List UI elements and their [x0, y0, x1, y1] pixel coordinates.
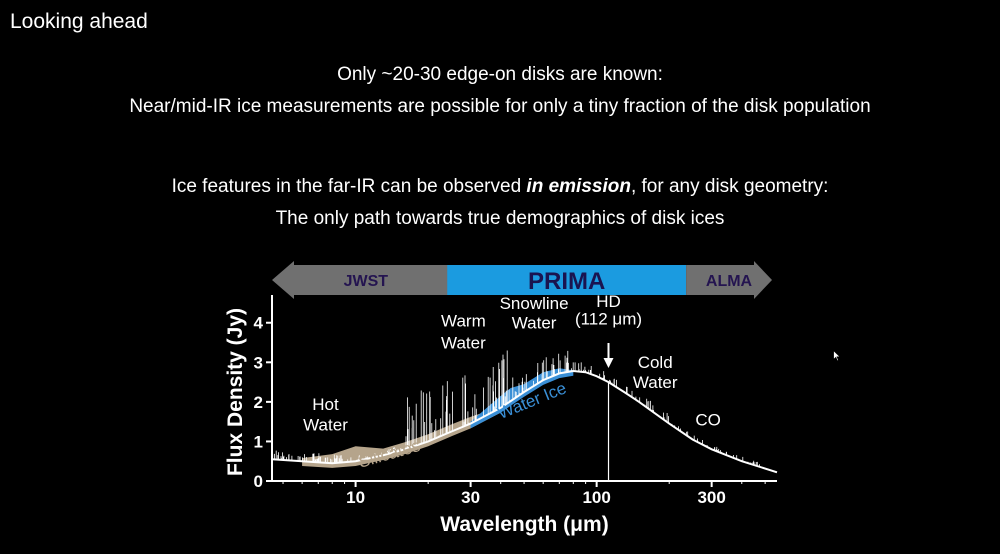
range-bar-label: ALMA — [706, 273, 753, 290]
y-tick-label: 3 — [254, 353, 263, 372]
range-bar-label: JWST — [344, 273, 389, 290]
feature-band-0 — [302, 406, 501, 468]
chart-annotation: Water — [633, 373, 678, 392]
x-tick-label: 30 — [461, 488, 480, 507]
chart-annotation: Cold — [638, 353, 673, 372]
x-tick-label: 100 — [582, 488, 610, 507]
range-bar-prima — [447, 265, 687, 295]
x-axis-label: Wavelength (μm) — [440, 513, 608, 536]
y-tick-label: 4 — [254, 314, 264, 333]
y-tick-label: 0 — [254, 472, 263, 491]
text-line-4: The only path towards true demographics … — [275, 208, 725, 229]
chart-annotation: Hot — [312, 395, 339, 414]
emphasis-text: in emission — [526, 176, 631, 197]
mouse-pointer-icon — [833, 349, 842, 367]
slide-title: Looking ahead — [10, 10, 148, 33]
range-bar-jwst — [272, 261, 460, 299]
text-line-3: Ice features in the far-IR can be observ… — [0, 176, 1000, 198]
y-tick-label: 1 — [254, 432, 263, 451]
x-tick-label: 300 — [697, 488, 725, 507]
range-bar-alma — [686, 261, 772, 299]
range-bar-label: PRIMA — [528, 268, 605, 295]
chart-annotation: CO — [695, 411, 721, 430]
hd-arrow-head — [603, 358, 614, 368]
chart-annotation: HD — [596, 292, 621, 311]
feature-band-1 — [470, 368, 574, 429]
text-line-3-start: Ice features in the far-IR can be observ… — [171, 176, 527, 197]
chart-annotation: Warm — [441, 312, 486, 331]
chart-annotation: (112 μm) — [575, 310, 642, 329]
text-line-2: Near/mid-IR ice measurements are possibl… — [129, 96, 871, 117]
chart-annotation: Silicates — [356, 436, 422, 472]
text-line-1: Only ~20-30 edge-on disks are known: — [337, 64, 663, 85]
chart-annotation: Water — [441, 334, 486, 353]
chart-annotation: Snowline — [500, 294, 569, 313]
chart-annotation: Water — [512, 314, 557, 333]
emission-lines — [273, 350, 760, 467]
text-line-3-end: , for any disk geometry: — [630, 176, 829, 197]
x-tick-label: 10 — [346, 488, 365, 507]
chart-annotation: Water — [303, 415, 348, 434]
y-axis-label: Flux Density (Jy) — [224, 308, 247, 476]
y-tick-label: 2 — [254, 393, 263, 412]
